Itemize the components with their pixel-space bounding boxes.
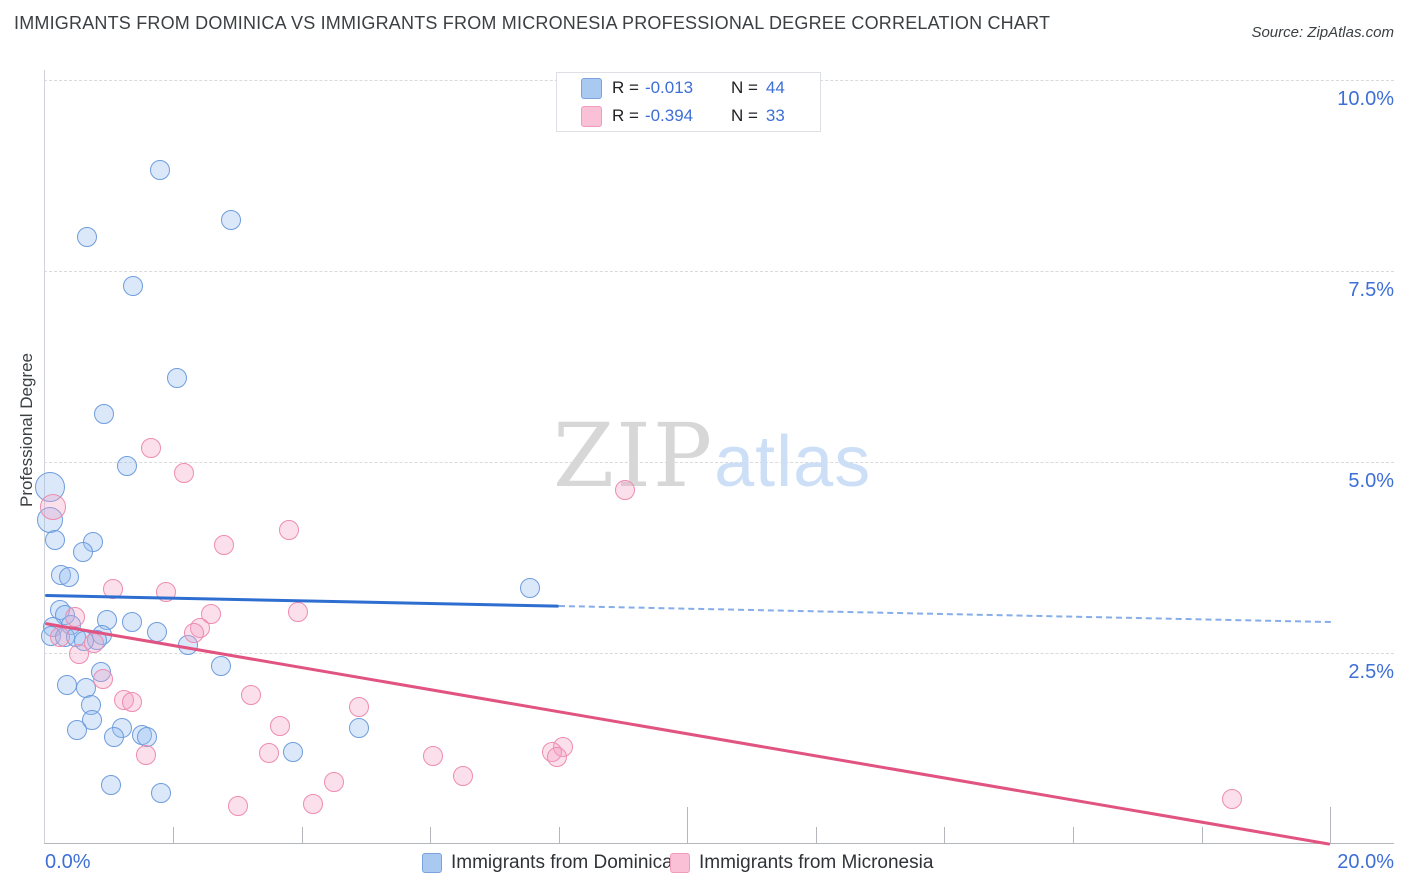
r-label: R = — [612, 106, 639, 125]
scatter-point-micronesia[interactable] — [423, 746, 444, 767]
scatter-point-dominica[interactable] — [93, 403, 114, 424]
scatter-point-micronesia[interactable] — [64, 607, 85, 628]
x-axis-line — [44, 843, 1394, 844]
scatter-point-dominica[interactable] — [151, 782, 172, 803]
scatter-point-micronesia[interactable] — [547, 746, 568, 767]
y-axis-title: Professional Degree — [17, 352, 36, 508]
scatter-point-micronesia[interactable] — [278, 519, 299, 540]
scatter-point-micronesia[interactable] — [324, 772, 345, 793]
scatter-point-micronesia[interactable] — [68, 643, 89, 664]
scatter-point-micronesia[interactable] — [259, 743, 280, 764]
scatter-point-dominica[interactable] — [210, 655, 231, 676]
page-title: IMMIGRANTS FROM DOMINICA VS IMMIGRANTS F… — [14, 13, 1051, 33]
scatter-point-micronesia[interactable] — [49, 626, 70, 647]
scatter-point-dominica[interactable] — [44, 529, 65, 550]
zipatlas-watermark: ZIPatlas — [553, 404, 871, 507]
legend-item-micronesia: Immigrants from Micronesia — [670, 852, 933, 874]
correlation-stats-box: R = -0.013 N = 44 R = -0.394 N = 33 — [556, 72, 821, 132]
trend-line-dominica-extrapolated — [558, 604, 1331, 623]
x-axis-min-label: 0.0% — [45, 851, 91, 873]
watermark-atlas: atlas — [714, 422, 872, 502]
x-axis-major-tick — [687, 807, 689, 843]
x-axis-tick — [944, 827, 946, 843]
scatter-point-dominica[interactable] — [149, 160, 170, 181]
scatter-point-micronesia[interactable] — [140, 438, 161, 459]
y-axis-tick-label: 10.0% — [1337, 88, 1394, 110]
dominica-legend-swatch-icon — [422, 853, 442, 873]
scatter-point-dominica[interactable] — [122, 276, 143, 297]
x-axis-tick — [430, 827, 432, 843]
scatter-point-dominica[interactable] — [220, 209, 241, 230]
scatter-point-micronesia[interactable] — [452, 766, 473, 786]
scatter-point-dominica[interactable] — [100, 775, 121, 796]
legend-item-dominica: Immigrants from Dominica — [422, 852, 673, 874]
r-label: R = — [612, 78, 639, 97]
stats-row-micronesia: R = -0.394 N = 33 — [557, 104, 820, 129]
scatter-point-micronesia[interactable] — [92, 668, 113, 689]
scatter-point-micronesia[interactable] — [348, 697, 369, 718]
n-label: N = — [730, 78, 758, 97]
y-axis-tick-label: 5.0% — [1348, 470, 1394, 492]
scatter-point-micronesia[interactable] — [227, 795, 248, 816]
scatter-point-micronesia[interactable] — [136, 744, 157, 765]
scatter-point-micronesia[interactable] — [241, 685, 262, 706]
micronesia-swatch-icon — [581, 105, 602, 127]
scatter-point-micronesia[interactable] — [173, 462, 194, 483]
scatter-point-dominica[interactable] — [66, 720, 87, 741]
scatter-point-micronesia[interactable] — [40, 494, 67, 521]
n-value: 44 — [765, 78, 785, 97]
scatter-point-micronesia[interactable] — [1221, 788, 1242, 809]
y-axis-tick-label: 7.5% — [1348, 279, 1394, 301]
legend-label-dominica: Immigrants from Dominica — [451, 852, 673, 873]
scatter-point-dominica[interactable] — [121, 611, 142, 632]
x-axis-major-tick — [1330, 807, 1332, 843]
scatter-point-dominica[interactable] — [82, 710, 103, 731]
scatter-point-micronesia[interactable] — [302, 794, 323, 815]
scatter-point-micronesia[interactable] — [121, 691, 142, 712]
y-gridline — [44, 271, 1394, 272]
source-attribution: Source: ZipAtlas.com — [1251, 24, 1394, 41]
y-gridline — [44, 462, 1394, 463]
dominica-swatch-icon — [581, 77, 602, 99]
x-axis-tick — [1201, 827, 1203, 843]
legend-label-micronesia: Immigrants from Micronesia — [699, 852, 934, 873]
x-axis-tick — [558, 827, 560, 843]
scatter-point-micronesia[interactable] — [614, 480, 635, 501]
scatter-point-dominica[interactable] — [519, 578, 540, 599]
y-gridline — [44, 653, 1394, 654]
scatter-point-dominica[interactable] — [282, 742, 303, 763]
r-value: -0.013 — [644, 78, 694, 97]
scatter-point-micronesia[interactable] — [183, 623, 204, 644]
n-label: N = — [730, 106, 758, 125]
n-value: 33 — [765, 106, 785, 125]
scatter-point-micronesia[interactable] — [270, 716, 291, 737]
stats-row-dominica: R = -0.013 N = 44 — [557, 76, 820, 101]
scatter-point-micronesia[interactable] — [288, 601, 309, 622]
scatter-point-dominica[interactable] — [73, 542, 94, 563]
scatter-point-dominica[interactable] — [348, 717, 369, 738]
scatter-point-dominica[interactable] — [166, 367, 187, 388]
x-axis-tick — [173, 827, 175, 843]
scatter-point-dominica[interactable] — [56, 675, 77, 696]
scatter-point-dominica[interactable] — [58, 567, 79, 588]
scatter-point-dominica[interactable] — [103, 727, 124, 748]
x-axis-tick — [815, 827, 817, 843]
scatter-point-dominica[interactable] — [116, 455, 137, 476]
micronesia-legend-swatch-icon — [670, 853, 690, 873]
scatter-point-dominica[interactable] — [76, 227, 97, 248]
x-axis-tick — [301, 827, 303, 843]
x-axis-tick — [1072, 827, 1074, 843]
x-axis-max-label: 20.0% — [1337, 851, 1394, 873]
y-axis-line — [44, 70, 45, 843]
scatter-point-micronesia[interactable] — [214, 535, 235, 556]
r-value: -0.394 — [644, 106, 694, 125]
y-axis-tick-label: 2.5% — [1348, 661, 1394, 683]
